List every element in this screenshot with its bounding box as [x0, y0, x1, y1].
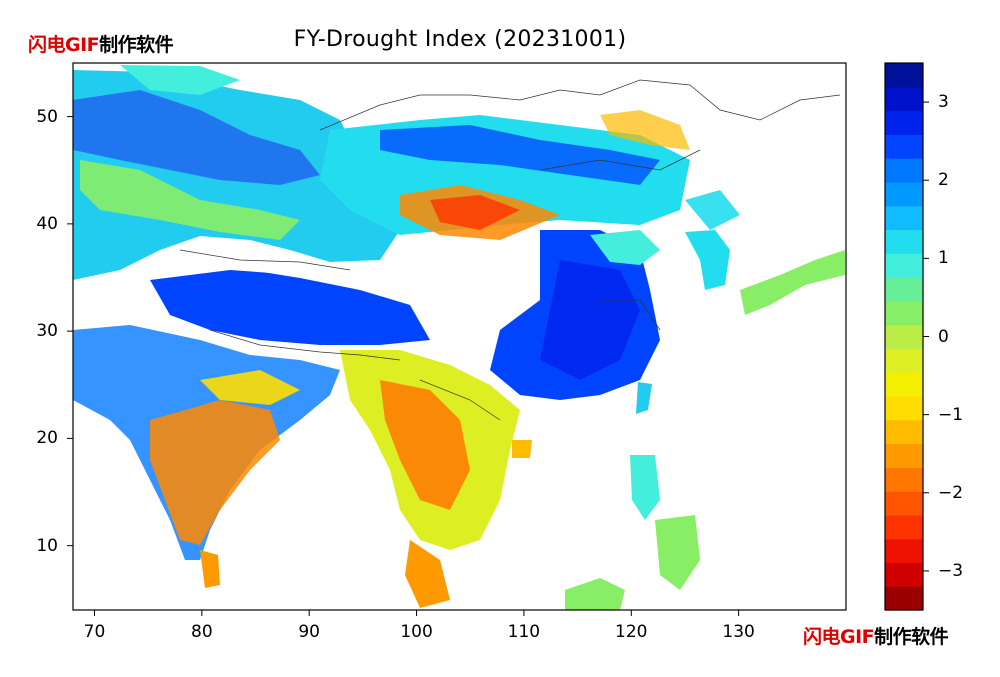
- colorbar-segment: [885, 419, 923, 445]
- colorbar-segment: [885, 443, 923, 468]
- colorbar-tick-label: −1: [938, 404, 964, 425]
- watermark-top: 闪电GIF制作软件: [28, 34, 174, 56]
- plot-frame: [72, 62, 847, 611]
- y-tick-label: 10: [36, 535, 58, 556]
- x-tick-label: 130: [722, 622, 755, 642]
- y-tick-label: 50: [36, 106, 58, 127]
- colorbar-segment: [885, 63, 923, 88]
- colorbar-segment: [885, 229, 923, 254]
- x-tick-label: 100: [400, 622, 433, 642]
- x-tick-label: 70: [83, 622, 106, 642]
- colorbar-segment: [885, 467, 923, 492]
- colorbar: [885, 63, 923, 611]
- colorbar-segment: [885, 395, 923, 421]
- colorbar-segment: [885, 538, 923, 564]
- watermark-bottom: 闪电GIF制作软件: [803, 626, 949, 648]
- colorbar-segment: [885, 491, 923, 516]
- colorbar-segment: [885, 181, 923, 207]
- x-tick-label: 80: [191, 622, 213, 642]
- colorbar-tick-label: −2: [938, 482, 964, 503]
- colorbar-segment: [885, 514, 923, 540]
- colorbar-tick-label: 2: [938, 170, 949, 191]
- colorbar-tick-label: 0: [938, 326, 949, 347]
- colorbar-segment: [885, 110, 923, 135]
- map-title: FY-Drought Index (20231001): [293, 27, 627, 52]
- colorbar-segment: [885, 253, 923, 278]
- borders: [179, 79, 841, 421]
- x-tick-label: 120: [615, 622, 648, 642]
- colorbar-segment: [885, 372, 923, 397]
- colorbar-segment: [885, 205, 923, 231]
- colorbar-tick-label: −3: [938, 560, 964, 581]
- y-tick-label: 40: [36, 213, 58, 234]
- x-tick-label: 110: [507, 622, 541, 642]
- colorbar-segment: [885, 158, 923, 183]
- y-tick-label: 20: [36, 428, 58, 449]
- colorbar-tick-label: 1: [938, 248, 949, 269]
- x-tick-label: 90: [298, 622, 321, 642]
- colorbar-segment: [885, 562, 923, 587]
- colorbar-segment: [885, 348, 923, 373]
- colorbar-segment: [885, 277, 923, 302]
- colorbar-segment: [885, 324, 923, 349]
- x-axis-ticks: [93, 610, 740, 616]
- colorbar-ticks: [923, 101, 929, 572]
- drought-map: [73, 65, 845, 610]
- colorbar-segment: [885, 586, 923, 611]
- colorbar-segment: [885, 134, 923, 159]
- colorbar-segment: [885, 300, 923, 326]
- y-axis-ticks: [67, 116, 73, 547]
- colorbar-tick-label: 3: [938, 92, 949, 113]
- colorbar-segment: [885, 86, 923, 112]
- y-tick-label: 30: [36, 321, 58, 342]
